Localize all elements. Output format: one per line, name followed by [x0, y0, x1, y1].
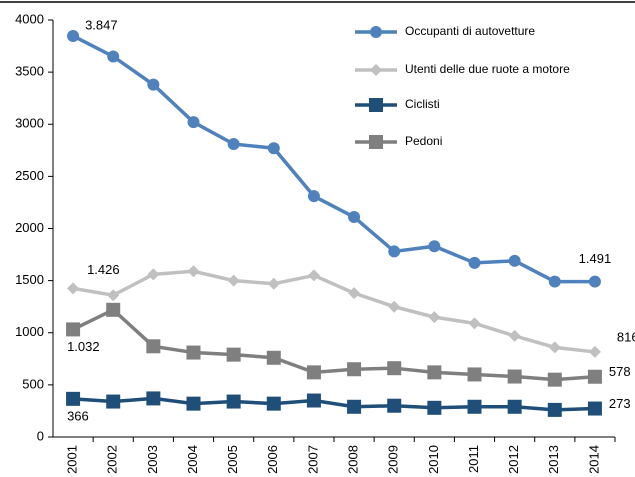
point — [226, 347, 241, 362]
y-tick-label: 0 — [37, 428, 44, 443]
legend-label: Ciclisti — [405, 97, 440, 111]
data-label: 1.426 — [87, 262, 120, 277]
legend-marker — [370, 26, 382, 38]
point — [307, 269, 320, 282]
point — [427, 400, 442, 415]
point — [107, 289, 120, 302]
point — [548, 275, 561, 288]
x-tick-label: 2009 — [386, 445, 401, 474]
point — [348, 287, 361, 300]
data-label: 3.847 — [85, 17, 118, 32]
legend-marker — [369, 135, 383, 149]
x-tick-label: 2005 — [225, 445, 240, 474]
point — [468, 317, 481, 330]
legend-marker — [370, 64, 382, 76]
point — [66, 391, 81, 406]
point — [307, 190, 320, 203]
y-tick-label: 1500 — [15, 272, 44, 287]
y-tick-label: 3500 — [15, 64, 44, 79]
x-tick-label: 2008 — [346, 445, 361, 474]
x-tick-label: 2007 — [305, 445, 320, 474]
point — [347, 399, 362, 414]
x-tick-label: 2001 — [65, 445, 80, 474]
point — [428, 240, 441, 253]
point — [548, 341, 561, 354]
point — [266, 396, 281, 411]
point — [387, 361, 402, 376]
point — [147, 268, 160, 281]
point — [427, 365, 442, 380]
point — [306, 365, 321, 380]
series-line — [72, 34, 595, 284]
x-tick-label: 2013 — [546, 445, 561, 474]
point — [107, 50, 120, 63]
y-tick-label: 500 — [22, 376, 44, 391]
series-line — [72, 269, 596, 354]
point — [428, 311, 441, 324]
point — [547, 402, 562, 417]
point — [587, 401, 602, 416]
point — [267, 142, 280, 155]
x-tick-label: 2003 — [145, 445, 160, 474]
point — [347, 362, 362, 377]
x-tick-label: 2012 — [506, 445, 521, 474]
point — [146, 339, 161, 354]
point — [146, 391, 161, 406]
x-tick-label: 2002 — [105, 445, 120, 474]
point — [468, 256, 481, 269]
point — [67, 29, 80, 42]
point — [186, 396, 201, 411]
point — [587, 369, 602, 384]
point — [226, 394, 241, 409]
point — [306, 393, 321, 408]
point — [588, 275, 601, 288]
point — [388, 245, 401, 258]
point — [348, 211, 361, 224]
point — [67, 282, 80, 295]
point — [467, 367, 482, 382]
point — [227, 274, 240, 287]
x-tick-label: 2014 — [586, 445, 601, 474]
point — [106, 302, 121, 317]
point — [508, 329, 521, 342]
point — [388, 300, 401, 313]
x-tick-label: 2010 — [426, 445, 441, 474]
data-label: 578 — [609, 364, 631, 379]
point — [387, 398, 402, 413]
point — [467, 399, 482, 414]
y-tick-label: 1000 — [15, 324, 44, 339]
point — [508, 254, 521, 267]
point — [507, 369, 522, 384]
legend-label: Utenti delle due ruote a motore — [405, 62, 570, 76]
y-tick-label: 3000 — [15, 116, 44, 131]
point — [227, 138, 240, 151]
x-tick-label: 2004 — [185, 445, 200, 474]
point — [106, 394, 121, 409]
legend-label: Occupanti di autovetture — [405, 24, 535, 38]
point — [187, 116, 200, 129]
data-label: 1.491 — [579, 251, 612, 266]
point — [187, 265, 200, 278]
point — [507, 399, 522, 414]
y-tick-label: 2500 — [15, 168, 44, 183]
data-label: 1.032 — [67, 339, 100, 354]
point — [266, 350, 281, 365]
point — [588, 345, 601, 358]
y-tick-label: 4000 — [15, 11, 44, 26]
point — [547, 372, 562, 387]
data-label: 366 — [67, 408, 89, 423]
point — [267, 277, 280, 290]
x-tick-label: 2011 — [466, 445, 481, 473]
data-label: 816 — [617, 329, 635, 344]
point — [66, 322, 81, 337]
point — [186, 345, 201, 360]
data-label: 273 — [609, 396, 631, 411]
point — [147, 78, 160, 91]
y-tick-label: 2000 — [15, 220, 44, 235]
legend-label: Pedoni — [405, 134, 442, 148]
legend-marker — [369, 98, 383, 112]
x-tick-label: 2006 — [265, 445, 280, 474]
